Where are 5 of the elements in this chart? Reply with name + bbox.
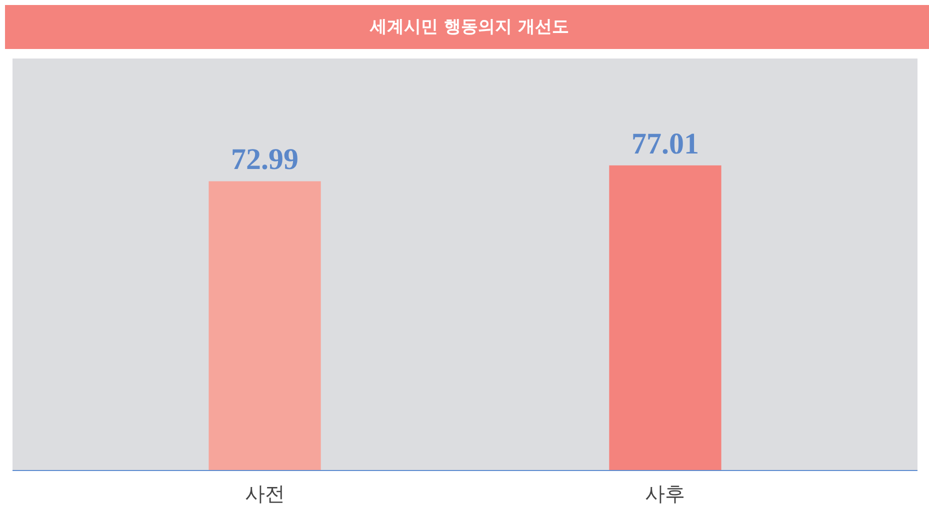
x-tick-label: 사후 [645, 482, 686, 506]
x-tick-label: 사전 [244, 482, 285, 506]
data-label: 72.99 [231, 143, 299, 176]
chart-title: 세계시민 행동의지 개선도 [370, 16, 569, 39]
data-label: 77.01 [631, 127, 699, 160]
